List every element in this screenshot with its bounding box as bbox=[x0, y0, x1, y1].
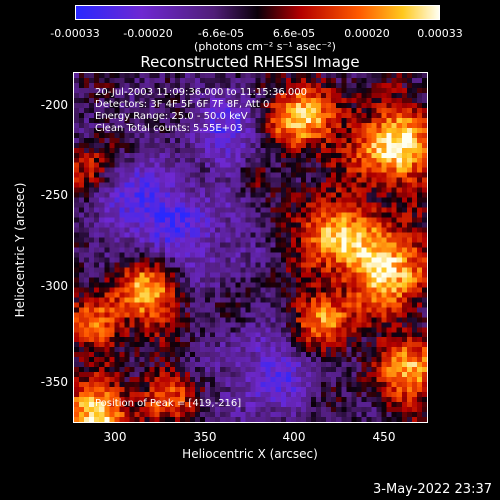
x-axis-label: Heliocentric X (arcsec) bbox=[182, 447, 318, 461]
colorbar-tick: -6.6e-05 bbox=[197, 27, 245, 40]
method-counts-label: Clean Total counts: 5.55E+03 bbox=[95, 123, 243, 134]
x-tick-label: 350 bbox=[193, 430, 217, 444]
heatmap-canvas bbox=[74, 73, 427, 422]
y-tick-label: -350 bbox=[40, 375, 68, 389]
time-range-label: 20-Jul-2003 11:09:36.000 to 11:15:36.000 bbox=[95, 87, 307, 98]
x-tick-label: 400 bbox=[282, 430, 306, 444]
image-title: Reconstructed RHESSI Image bbox=[140, 53, 360, 71]
colorbar bbox=[75, 5, 440, 20]
rhessi-image: 20-Jul-2003 11:09:36.000 to 11:15:36.000… bbox=[73, 72, 428, 423]
energy-range-label: Energy Range: 25.0 - 50.0 keV bbox=[95, 111, 248, 122]
x-tick-label: 300 bbox=[103, 430, 127, 444]
colorbar-tick: 0.00033 bbox=[417, 27, 463, 40]
y-tick-label: -200 bbox=[40, 98, 68, 112]
detectors-label: Detectors: 3F 4F 5F 6F 7F 8F, Att 0 bbox=[95, 99, 270, 110]
colorbar-units: (photons cm⁻² s⁻¹ asec⁻²) bbox=[194, 40, 336, 53]
y-tick-label: -300 bbox=[40, 279, 68, 293]
y-axis-label: Heliocentric Y (arcsec) bbox=[13, 182, 27, 318]
colorbar-tick: 0.00020 bbox=[344, 27, 390, 40]
colorbar-tick: 6.6e-05 bbox=[272, 27, 316, 40]
plot-timestamp: 3-May-2022 23:37 bbox=[373, 482, 492, 497]
y-tick-label: -250 bbox=[40, 188, 68, 202]
x-tick-label: 450 bbox=[372, 430, 396, 444]
colorbar-tick: -0.00020 bbox=[123, 27, 173, 40]
colorbar-tick: -0.00033 bbox=[50, 27, 100, 40]
peak-position-label: Position of Peak = [419,-216] bbox=[95, 398, 242, 409]
